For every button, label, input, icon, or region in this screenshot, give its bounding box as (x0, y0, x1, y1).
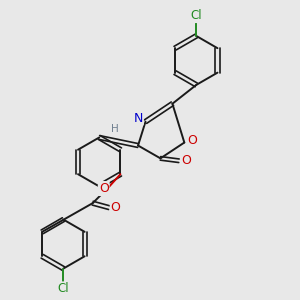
Text: N: N (134, 112, 143, 124)
Text: O: O (99, 182, 109, 195)
Text: O: O (111, 201, 121, 214)
Text: Cl: Cl (190, 9, 202, 22)
Text: H: H (111, 124, 119, 134)
Text: O: O (181, 154, 191, 167)
Text: Cl: Cl (58, 282, 69, 296)
Text: O: O (187, 134, 197, 147)
